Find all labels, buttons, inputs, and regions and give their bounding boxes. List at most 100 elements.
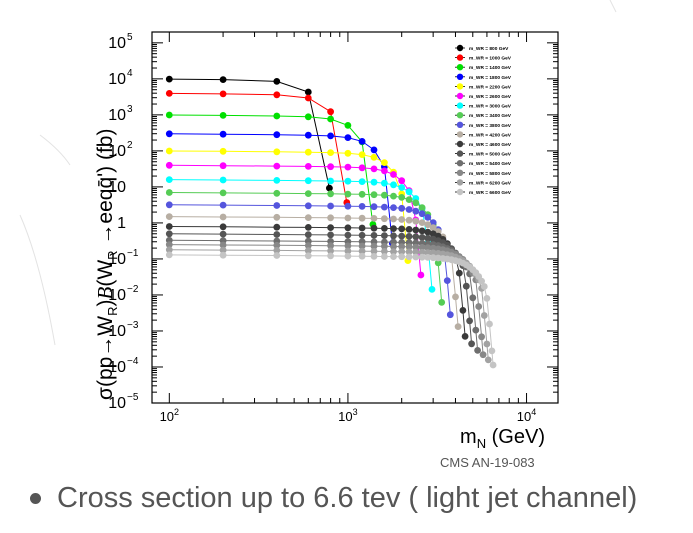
data-point [459, 307, 467, 314]
legend-label: m_WR = 4200 GeV [469, 132, 512, 138]
data-point [390, 225, 397, 233]
y-tick-label: 10 [108, 35, 126, 52]
data-point [390, 232, 397, 240]
data-point [489, 361, 497, 369]
data-point [273, 162, 281, 170]
data-point [273, 148, 281, 156]
data-point [165, 230, 173, 238]
data-point [381, 159, 388, 167]
legend-label: m_WR = 3800 GeV [469, 123, 512, 129]
data-point [358, 203, 366, 210]
data-point [304, 88, 312, 96]
data-point [358, 214, 366, 222]
legend-marker [456, 83, 464, 90]
source-label: CMS AN-19-083 [440, 455, 535, 470]
data-point [398, 184, 406, 191]
data-point [370, 242, 378, 250]
data-point [358, 224, 366, 232]
data-point [398, 204, 406, 212]
legend-marker [456, 160, 464, 167]
y-tick-exponent: 5 [127, 32, 133, 43]
data-point [405, 253, 413, 261]
data-point [480, 283, 488, 290]
x-axis-label: mN (GeV) [460, 426, 545, 451]
data-point [405, 216, 413, 224]
data-point [398, 225, 406, 233]
data-point [304, 214, 312, 222]
legend-marker [456, 44, 464, 52]
data-point [429, 224, 437, 232]
data-point [412, 248, 420, 256]
legend-label: m_WR = 2200 GeV [469, 84, 512, 90]
data-point [273, 131, 281, 139]
data-point [390, 243, 397, 250]
legend-label: m_WR = 3400 GeV [469, 113, 512, 119]
data-point [390, 253, 397, 260]
legend-label: m_WR = 1400 GeV [469, 65, 512, 71]
data-point [219, 251, 227, 259]
data-point [454, 323, 462, 330]
y-tick-exponent: −3 [127, 320, 139, 331]
data-point [390, 192, 397, 200]
data-point [381, 203, 388, 211]
data-point [344, 122, 352, 129]
data-point [304, 163, 312, 170]
data-point [219, 112, 227, 119]
legend-marker [456, 131, 464, 138]
data-point [429, 254, 437, 262]
data-point [446, 311, 454, 319]
data-point [405, 188, 413, 196]
data-point [472, 326, 480, 334]
y-tick-label: 10 [108, 395, 126, 412]
data-point [327, 247, 334, 255]
data-point [390, 171, 397, 178]
y-tick-label: 10 [108, 359, 126, 376]
axis-ticks [152, 31, 558, 404]
data-point [405, 196, 413, 204]
bullet-dot-icon [30, 492, 41, 504]
data-point [304, 190, 312, 198]
data-point [344, 202, 352, 210]
legend-marker [456, 121, 464, 128]
data-point [344, 214, 352, 222]
data-point [370, 146, 378, 154]
data-point [219, 130, 227, 138]
data-point [326, 184, 333, 192]
data-point [370, 215, 378, 222]
data-point [398, 177, 406, 185]
data-point [327, 149, 334, 157]
y-tick-label: 10 [108, 251, 126, 268]
data-point [418, 248, 426, 256]
series-line [169, 254, 494, 366]
data-point [165, 147, 173, 155]
x-tick-labels: 102 103 104 [160, 407, 537, 424]
data-point [381, 225, 388, 232]
series-line [169, 114, 374, 225]
data-point [478, 333, 485, 341]
x-tick-label: 103 [338, 407, 357, 424]
y-tick-label: 10 [108, 323, 126, 340]
plot-frame [151, 31, 559, 404]
data-point [358, 164, 366, 172]
data-point [219, 76, 227, 83]
data-point [344, 231, 352, 239]
data-point [304, 113, 312, 121]
data-point [273, 252, 281, 259]
data-point [475, 303, 483, 310]
legend-label: m_WR = 4600 GeV [469, 142, 512, 148]
data-point [405, 248, 413, 256]
data-point [327, 115, 334, 123]
data-point [381, 248, 388, 255]
data-point [165, 189, 173, 196]
legend-label: m_WR = 1000 GeV [469, 56, 512, 62]
data-point [405, 233, 413, 240]
data-point [381, 232, 388, 240]
y-tick-exponent: −5 [127, 392, 139, 403]
data-point [461, 333, 469, 340]
data-point [381, 253, 388, 260]
data-point [327, 214, 334, 222]
y-tick-label: 10 [108, 179, 126, 196]
legend-marker [456, 150, 464, 157]
data-point [480, 312, 488, 319]
data-point [381, 179, 388, 187]
